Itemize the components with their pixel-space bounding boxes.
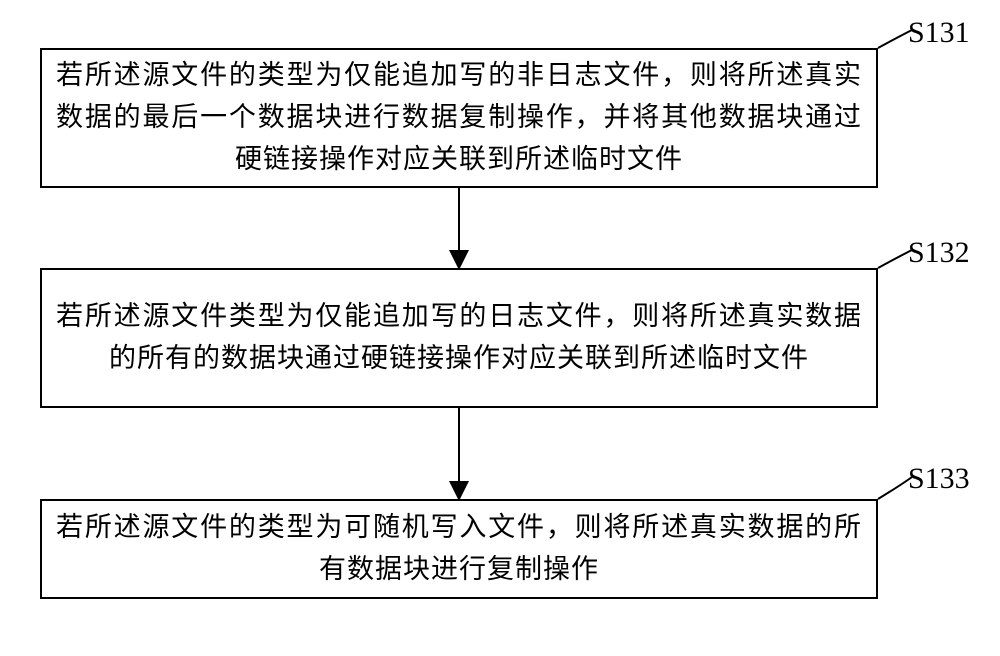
- node-text-s131: 若所述源文件的类型为仅能追加写的非日志文件，则将所述真实数据的最后一个数据块进行…: [56, 55, 862, 181]
- flowchart-node-s132: 若所述源文件类型为仅能追加写的日志文件，则将所述真实数据的所有的数据块通过硬链接…: [40, 268, 878, 408]
- node-label-s133: S133: [908, 462, 970, 496]
- node-label-s132: S132: [908, 236, 970, 270]
- node-text-s133: 若所述源文件的类型为可随机写入文件，则将所述真实数据的所有数据块进行复制操作: [56, 507, 862, 591]
- flowchart-node-s133: 若所述源文件的类型为可随机写入文件，则将所述真实数据的所有数据块进行复制操作: [40, 499, 878, 599]
- node-text-s132: 若所述源文件类型为仅能追加写的日志文件，则将所述真实数据的所有的数据块通过硬链接…: [56, 296, 862, 380]
- node-label-s131: S131: [908, 16, 970, 50]
- flowchart-node-s131: 若所述源文件的类型为仅能追加写的非日志文件，则将所述真实数据的最后一个数据块进行…: [40, 48, 878, 188]
